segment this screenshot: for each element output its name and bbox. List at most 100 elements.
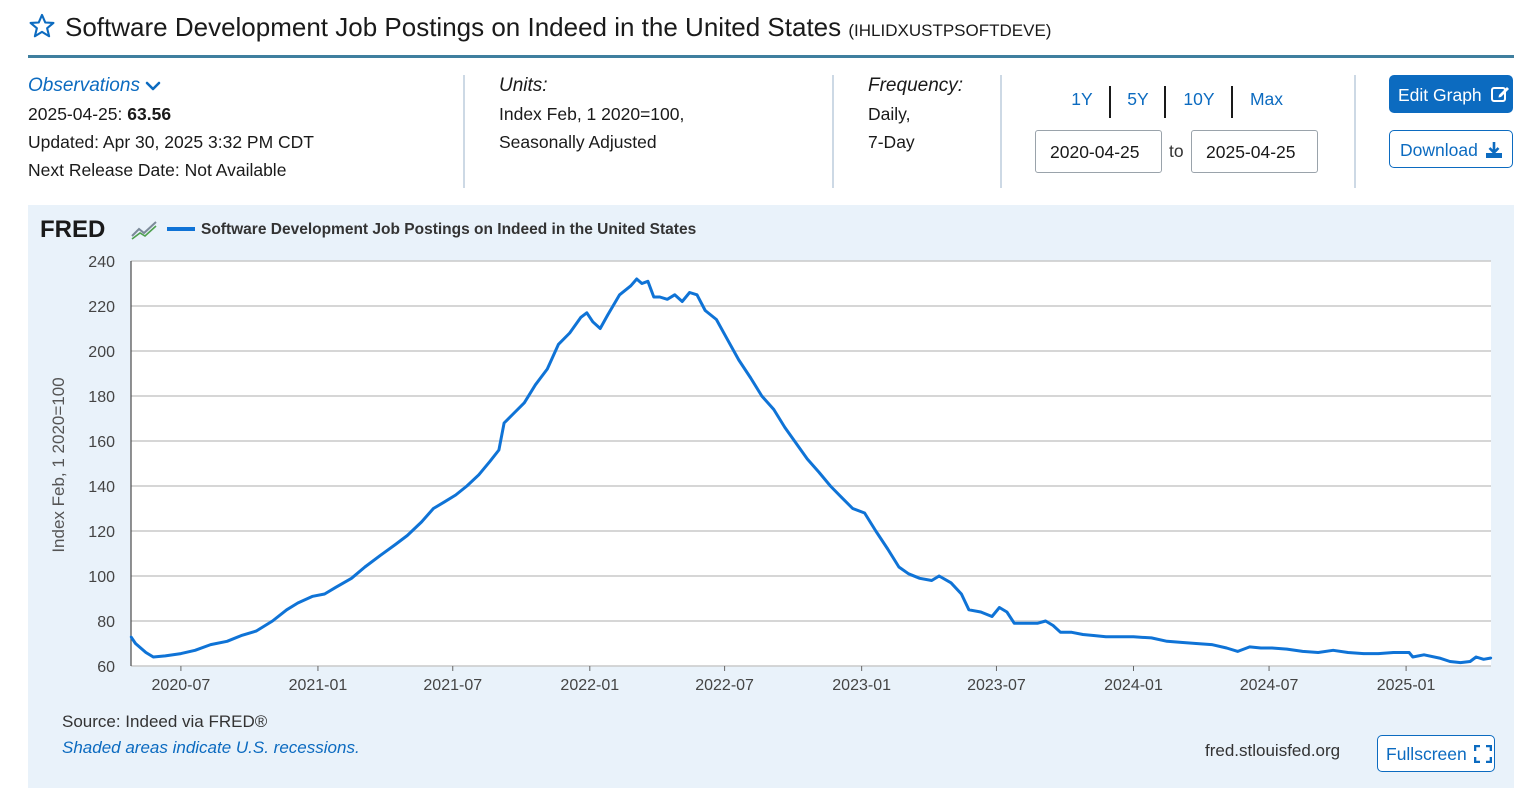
series-title-bar: Software Development Job Postings on Ind… — [28, 8, 1514, 54]
download-label: Download — [1400, 140, 1478, 160]
fred-logo: FRED — [40, 216, 157, 243]
series-point — [311, 595, 314, 598]
series-point — [363, 565, 367, 569]
range-5y-button[interactable]: 5Y — [1127, 89, 1149, 109]
series-point — [990, 615, 994, 618]
observations-toggle[interactable]: Observations — [28, 72, 314, 100]
series-point — [420, 520, 423, 524]
series-point — [1093, 634, 1097, 637]
series-points — [129, 277, 1493, 664]
series-point — [1448, 660, 1452, 663]
download-icon — [1485, 142, 1502, 158]
series-point — [1044, 619, 1047, 623]
series-point — [1115, 635, 1119, 638]
download-button[interactable]: Download — [1389, 130, 1513, 168]
y-tick-label: 140 — [88, 479, 115, 496]
series-point — [254, 629, 258, 633]
series-point — [737, 358, 740, 362]
series-point — [688, 291, 691, 294]
series-point — [546, 367, 549, 371]
observations-label: Observations — [28, 75, 140, 96]
series-point — [629, 284, 632, 287]
fullscreen-button[interactable]: Fullscreen — [1377, 735, 1495, 772]
fred-logo-text: FRED — [40, 216, 105, 243]
fullscreen-icon — [1473, 744, 1492, 764]
series-point — [704, 309, 707, 312]
series-point — [1070, 631, 1073, 634]
series-point — [579, 316, 583, 319]
title-divider — [28, 55, 1514, 58]
series-point — [640, 282, 644, 285]
observation-date: 2025-04-25: — [28, 104, 123, 124]
fullscreen-label: Fullscreen — [1386, 744, 1467, 764]
x-axis-ticks: 2020-07 2021-01 2021-07 2022-01 2022-07 2023-… — [152, 666, 1436, 694]
column-divider — [463, 75, 465, 188]
edit-graph-button[interactable]: Edit Graph — [1389, 75, 1513, 113]
series-point — [599, 327, 602, 330]
series-point — [1392, 651, 1395, 654]
series-point — [772, 408, 775, 411]
series-point — [1210, 643, 1213, 646]
series-point — [646, 280, 650, 283]
units-panel: Units: Index Feb, 1 2020=100, Seasonally… — [499, 72, 684, 156]
series-point — [271, 619, 274, 623]
y-tick-label: 240 — [88, 254, 115, 271]
series-point — [840, 496, 843, 499]
series-point — [1104, 635, 1108, 638]
frequency-line-2: 7-Day — [868, 132, 915, 152]
units-label: Units: — [499, 75, 548, 96]
series-point — [406, 534, 409, 537]
start-date-input[interactable]: 2020-04-25 — [1035, 130, 1162, 173]
series-point — [497, 448, 501, 452]
series-point — [591, 320, 594, 323]
x-tick-label: 2021-07 — [423, 677, 482, 694]
series-point — [1013, 622, 1016, 625]
series-point — [1165, 640, 1169, 643]
series-point — [511, 412, 515, 416]
series-point — [1377, 652, 1380, 655]
series-point — [1459, 661, 1462, 664]
series-point — [129, 635, 133, 638]
y-tick-label: 60 — [97, 659, 115, 676]
star-outline-icon[interactable] — [28, 12, 56, 40]
series-point — [1346, 651, 1350, 654]
series-point — [1489, 656, 1493, 660]
series-point — [240, 634, 243, 637]
edit-icon — [1490, 87, 1509, 102]
series-point — [323, 592, 326, 596]
frequency-line-1: Daily, — [868, 104, 911, 124]
chart-line-icon — [131, 219, 157, 240]
series-point — [1407, 651, 1411, 654]
series-point — [918, 577, 921, 580]
end-date-input[interactable]: 2025-04-25 — [1191, 130, 1318, 173]
series-point — [1194, 642, 1198, 645]
series-title: Software Development Job Postings on Ind… — [65, 12, 842, 42]
range-divider — [1231, 86, 1233, 118]
range-max-button[interactable]: Max — [1249, 89, 1284, 109]
series-point — [193, 649, 197, 652]
recession-note-link[interactable]: Shaded areas indicate U.S. recessions. — [62, 738, 360, 757]
range-10y-button[interactable]: 10Y — [1183, 89, 1215, 109]
y-tick-label: 160 — [88, 434, 115, 451]
y-tick-label: 220 — [88, 299, 115, 316]
latest-observation: 2025-04-25: 63.56 — [28, 100, 314, 128]
series-point — [1248, 645, 1251, 649]
x-tick-label: 2025-01 — [1377, 677, 1436, 694]
series-point — [998, 606, 1001, 609]
legend-label: Software Development Job Postings on Ind… — [201, 221, 696, 238]
series-point — [886, 547, 889, 551]
range-1y-button[interactable]: 1Y — [1071, 89, 1093, 109]
series-point — [979, 610, 982, 614]
range-divider — [1109, 86, 1111, 118]
frequency-label: Frequency: — [868, 75, 964, 96]
series-point — [1150, 636, 1153, 640]
y-tick-label: 120 — [88, 524, 115, 541]
series-point — [1059, 631, 1062, 634]
series-point — [1482, 658, 1485, 661]
series-point — [1285, 647, 1289, 651]
series-point — [179, 652, 183, 655]
series-point — [350, 577, 353, 580]
series-point — [394, 543, 397, 546]
x-tick-label: 2021-01 — [289, 677, 348, 694]
series-point — [432, 507, 435, 510]
